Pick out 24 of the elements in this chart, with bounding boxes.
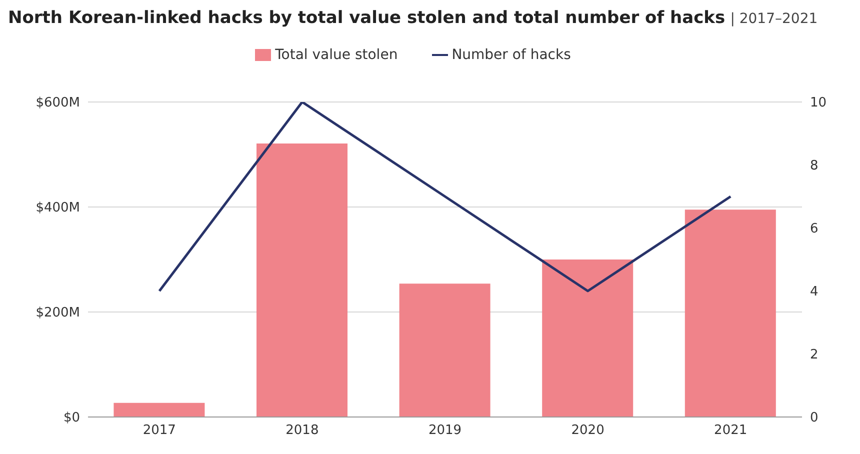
bar bbox=[399, 284, 490, 417]
bar bbox=[114, 402, 205, 417]
bar bbox=[684, 210, 776, 417]
legend-label: Total value stolen bbox=[275, 47, 398, 63]
x-tick-label: 2019 bbox=[428, 423, 462, 438]
y-tick-label: $400M bbox=[36, 200, 80, 216]
y2-tick-label: 8 bbox=[810, 158, 818, 174]
bar bbox=[256, 143, 348, 417]
y-tick-label: $600M bbox=[36, 96, 80, 111]
bar bbox=[542, 260, 634, 417]
chart-subtitle: | 2017–2021 bbox=[730, 11, 818, 27]
legend-label: Number of hacks bbox=[452, 47, 571, 63]
y2-tick-label: 2 bbox=[810, 348, 818, 363]
y2-tick-label: 4 bbox=[810, 284, 818, 300]
x-tick-label: 2021 bbox=[714, 423, 748, 438]
chart-title: North Korean-linked hacks by total value stolen and total number of hacks bbox=[8, 8, 726, 28]
y-tick-label: $0 bbox=[63, 410, 80, 426]
x-tick-label: 2017 bbox=[142, 423, 176, 438]
x-tick-label: 2020 bbox=[571, 423, 604, 438]
y2-tick-label: 6 bbox=[810, 222, 818, 237]
y2-tick-label: 10 bbox=[810, 96, 827, 111]
y2-tick-label: 0 bbox=[810, 410, 818, 426]
x-tick-label: 2018 bbox=[286, 423, 319, 438]
y-tick-label: $200M bbox=[36, 306, 80, 321]
